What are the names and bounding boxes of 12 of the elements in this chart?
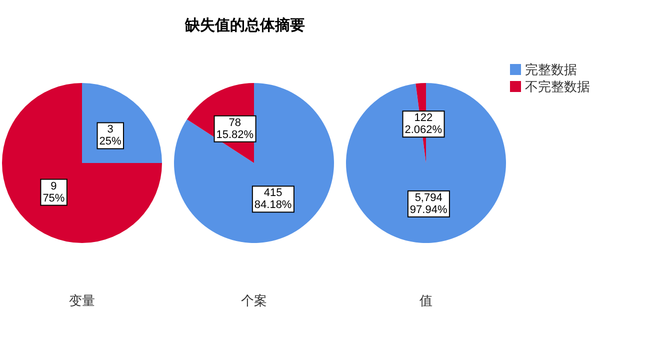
legend-label: 完整数据 [525,62,577,77]
data-label: 9 75% [42,180,65,204]
legend-label: 不完整数据 [525,79,590,94]
text: 个案 [241,293,267,308]
chart-title: 缺失值的总体摘要 [184,16,305,34]
text: 值 [420,293,432,308]
data-label: 3 25% [99,124,122,148]
data-label: 122 2.062% [404,112,442,136]
data-label: 5,794 97.94% [410,192,448,216]
data-label: 415 84.18% [254,187,292,212]
text: 变量 [69,293,95,308]
data-label: 78 15.82% [216,116,254,141]
